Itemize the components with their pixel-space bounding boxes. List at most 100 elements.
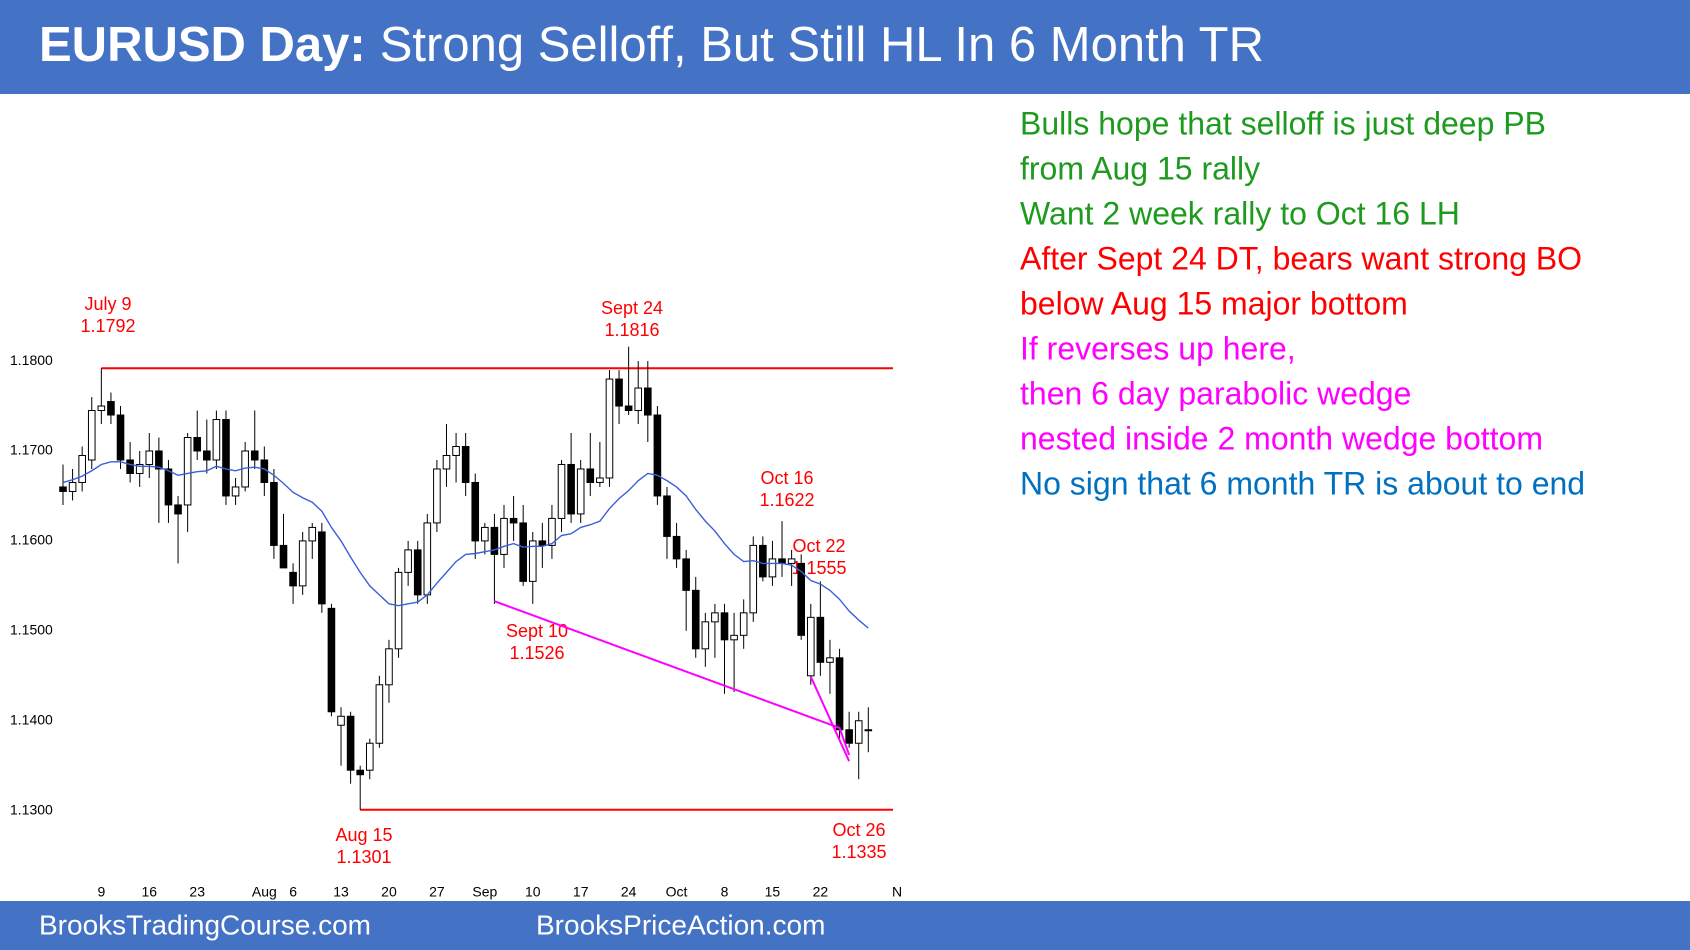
candle-body: [567, 463, 575, 515]
annotation-value: 1.1555: [791, 558, 846, 578]
x-tick-label: N: [892, 884, 902, 900]
candle-body: [624, 405, 633, 412]
x-tick-label: 24: [621, 884, 637, 900]
candle-body: [356, 769, 364, 776]
y-tick-label: 1.1500: [10, 622, 53, 638]
moving-average: [62, 461, 869, 629]
candle-body: [538, 540, 547, 546]
y-tick-label: 1.1600: [10, 532, 53, 548]
candle-body: [87, 410, 96, 461]
candle-body: [289, 571, 297, 587]
candle-body: [586, 468, 595, 483]
x-tick-label: Sep: [472, 884, 497, 900]
candle-body: [126, 459, 134, 474]
candle-body: [845, 729, 853, 744]
candle-body: [337, 715, 345, 726]
x-tick-label: Aug: [252, 884, 277, 900]
candle-body: [107, 401, 115, 416]
candle-body: [298, 540, 307, 587]
candle-body: [826, 657, 834, 663]
candle-body: [270, 481, 278, 546]
title-bold: EURUSD Day:: [39, 18, 366, 72]
x-tick-label: 10: [525, 884, 541, 900]
note-line: nested inside 2 month wedge bottom: [1020, 420, 1543, 456]
footer-link: BrooksPriceAction.com: [536, 909, 825, 940]
candle-body: [528, 540, 537, 582]
candle-body: [308, 526, 317, 542]
y-tick-label: 1.1800: [10, 352, 53, 368]
candle-body: [519, 522, 527, 582]
candle-body: [605, 378, 614, 479]
candle-body: [634, 387, 643, 412]
candle-body: [509, 517, 518, 524]
candle-body: [835, 657, 844, 731]
slide-title: EURUSD Day: Strong Selloff, But Still HL …: [39, 18, 1264, 72]
candle-body: [404, 549, 412, 573]
annotation-label: Aug 15: [335, 825, 392, 845]
candle-body: [481, 526, 489, 542]
candle-body: [318, 531, 326, 605]
y-tick-label: 1.1300: [10, 801, 53, 817]
candle-body: [385, 648, 393, 686]
x-tick-label: 6: [289, 884, 297, 900]
candle-body: [864, 729, 873, 732]
candle-body: [394, 571, 403, 650]
x-tick-label: 9: [97, 884, 105, 900]
note-line: then 6 day parabolic wedge: [1020, 375, 1411, 411]
candle-body: [164, 468, 173, 506]
candle-body: [413, 549, 422, 596]
annotation-label: Oct 22: [792, 536, 845, 556]
candle-body: [183, 437, 192, 506]
candle-body: [711, 612, 719, 623]
candle-body: [78, 454, 86, 483]
x-tick-label: 16: [141, 884, 157, 900]
candle-body: [500, 517, 508, 555]
wedge-line: [494, 600, 851, 756]
candle-body: [548, 517, 556, 546]
note-line: below Aug 15 major bottom: [1020, 285, 1408, 321]
annotation-label: Oct 16: [760, 468, 813, 488]
candle-body: [222, 419, 230, 497]
candle-body: [212, 419, 221, 461]
candle-body: [730, 634, 738, 641]
annotation-label: July 9: [84, 294, 131, 314]
candle-body: [193, 437, 202, 452]
candle-body: [854, 720, 863, 744]
x-tick-label: 23: [189, 884, 205, 900]
footer-link: BrooksTradingCourse.com: [39, 909, 371, 940]
candle-body: [739, 612, 748, 636]
candle-body: [720, 612, 729, 641]
annotation-label: Sept 10: [506, 621, 568, 641]
annotation-value: 1.1816: [604, 320, 659, 340]
candle-body: [490, 526, 499, 555]
candle-body: [97, 405, 106, 412]
x-tick-label: 13: [333, 884, 349, 900]
candle-body: [787, 558, 796, 564]
candle-body: [145, 450, 154, 465]
candle-body: [423, 522, 432, 596]
candle-body: [452, 445, 460, 456]
candle-body: [768, 558, 777, 578]
note-line: Want 2 week rally to Oct 16 LH: [1020, 195, 1460, 231]
candle-body: [663, 495, 671, 537]
annotation-value: 1.1622: [759, 490, 814, 510]
candle-body: [682, 558, 690, 591]
header-band: [0, 0, 1690, 94]
note-line: No sign that 6 month TR is about to end: [1020, 465, 1585, 501]
candle-body: [557, 463, 566, 519]
candle-body: [816, 616, 825, 663]
candle-body: [806, 616, 815, 677]
annotation-value: 1.1792: [80, 316, 135, 336]
candle-body: [749, 544, 758, 614]
candle-body: [59, 486, 67, 492]
x-tick-label: 27: [429, 884, 445, 900]
candle-body: [250, 450, 259, 461]
candle-body: [471, 481, 480, 542]
candle-body: [135, 463, 144, 474]
plot: 1.1300 1.1400 1.1500 1.1600 1.1700 1.1800 9 16 2…: [10, 294, 902, 900]
note-line: Bulls hope that selloff is just deep PB: [1020, 105, 1546, 141]
annotation-value: 1.1526: [509, 643, 564, 663]
candle-body: [461, 445, 470, 483]
candle-body: [68, 481, 77, 492]
